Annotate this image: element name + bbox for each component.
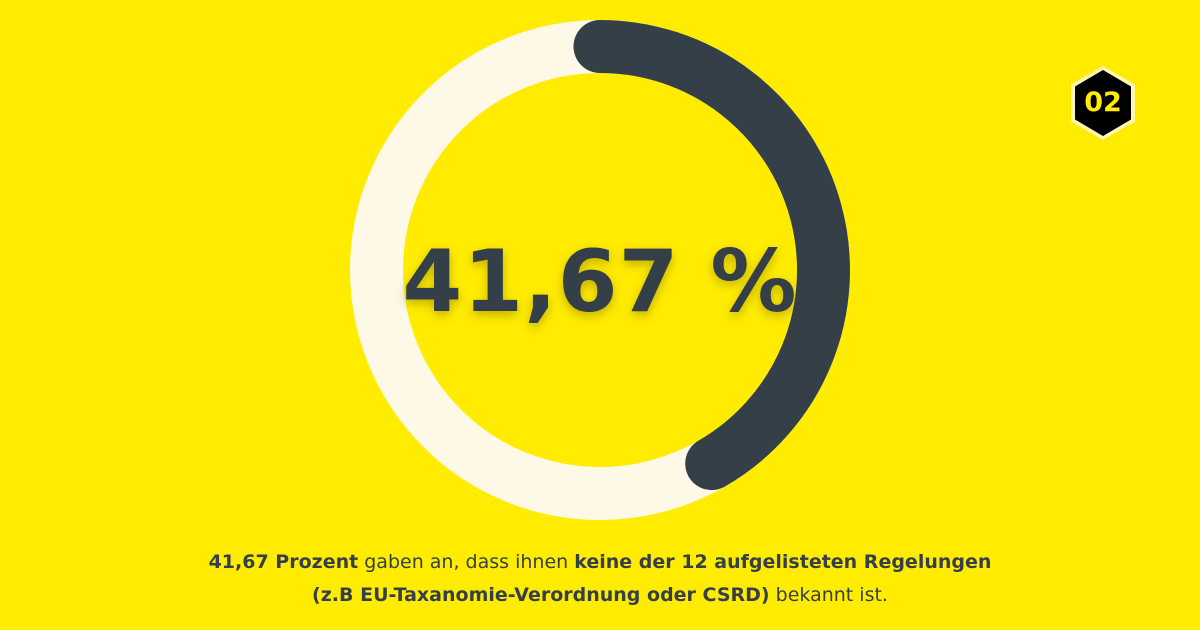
donut-progress-arc <box>573 20 850 491</box>
caption-highlight-regulations: keine der 12 aufgelisteten Regelungen <box>574 551 992 573</box>
number-badge <box>1071 66 1135 140</box>
caption-text: gaben an, dass ihnen <box>358 551 575 573</box>
caption-text-end: bekannt ist. <box>769 584 888 606</box>
caption-highlight-percent: 41,67 Prozent <box>208 551 359 573</box>
caption: 41,67 Prozent gaben an, dass ihnen keine… <box>100 546 1100 612</box>
badge-hexagon <box>1075 70 1131 136</box>
caption-highlight-examples: (z.B EU-Taxanomie-Verordnung oder CSRD) <box>312 584 770 606</box>
percentage-value: 41,67 % <box>402 232 798 332</box>
badge-number: 02 <box>1084 87 1122 118</box>
